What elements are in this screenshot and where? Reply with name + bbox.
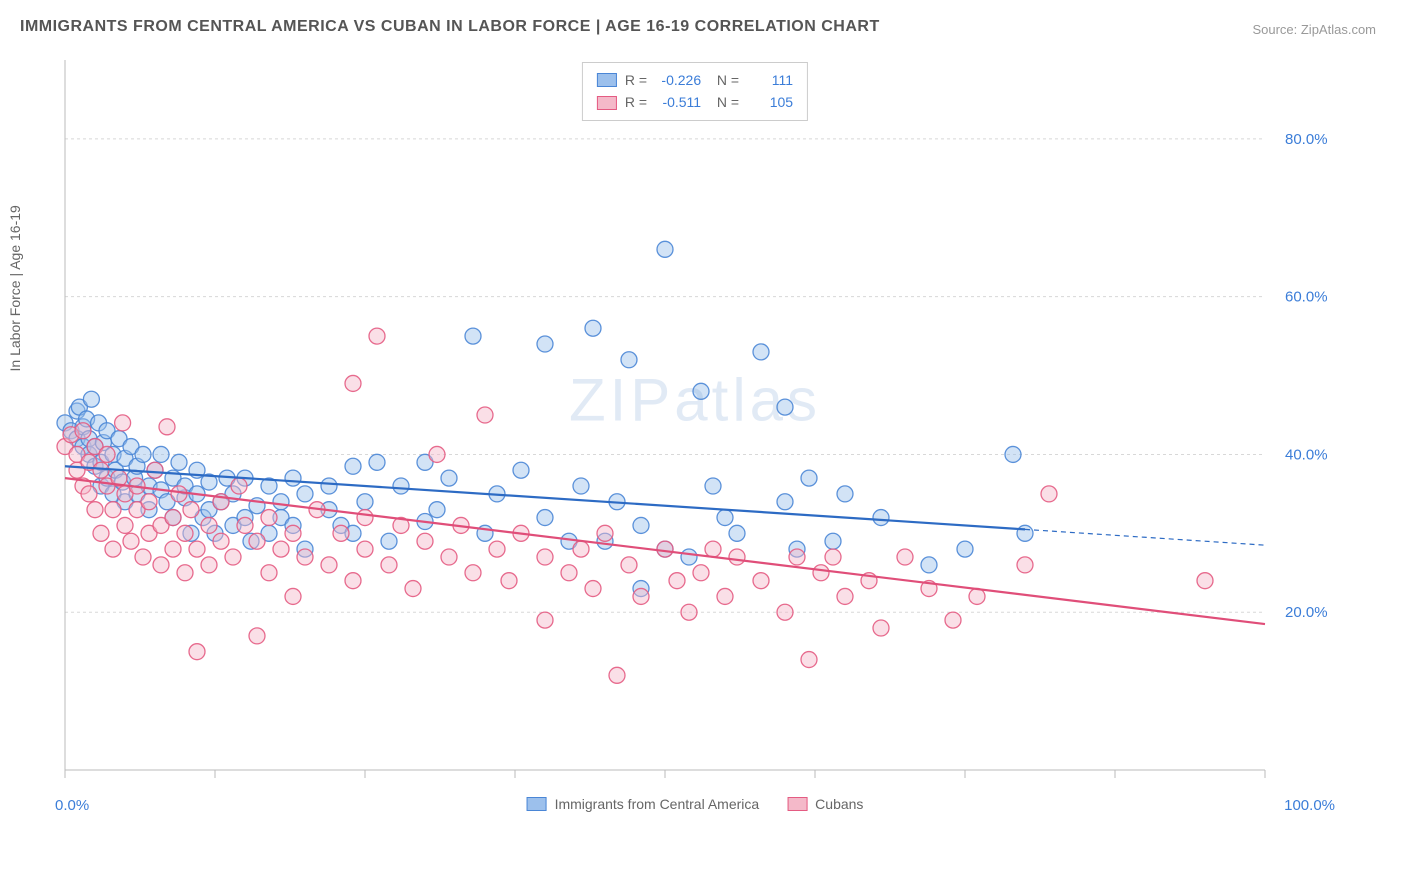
- legend-n-value-a: 111: [747, 69, 793, 91]
- series-legend-item-a: Immigrants from Central America: [527, 796, 760, 812]
- series-swatch-a: [527, 797, 547, 811]
- correlation-legend: R = -0.226 N = 111 R = -0.511 N = 105: [582, 62, 808, 121]
- legend-r-label: R =: [625, 69, 647, 91]
- x-axis-min-label: 0.0%: [55, 797, 89, 814]
- legend-r-label: R =: [625, 91, 647, 113]
- legend-n-value-b: 105: [747, 91, 793, 113]
- chart-area: In Labor Force | Age 16-19 ZIPatlas 20.0…: [55, 50, 1335, 810]
- legend-swatch-a: [597, 73, 617, 87]
- legend-swatch-b: [597, 96, 617, 110]
- y-axis-label: In Labor Force | Age 16-19: [7, 205, 23, 371]
- legend-row-series-a: R = -0.226 N = 111: [597, 69, 793, 91]
- source-attribution: Source: ZipAtlas.com: [1252, 22, 1376, 37]
- series-label-a: Immigrants from Central America: [555, 796, 760, 812]
- x-axis-max-label: 100.0%: [1284, 797, 1335, 814]
- scatter-chart-svg: 20.0% 40.0% 60.0% 80.0%: [55, 50, 1335, 810]
- legend-r-value-a: -0.226: [655, 69, 701, 91]
- legend-row-series-b: R = -0.511 N = 105: [597, 91, 793, 113]
- series-legend-item-b: Cubans: [787, 796, 863, 812]
- legend-r-value-b: -0.511: [655, 91, 701, 113]
- chart-title: IMMIGRANTS FROM CENTRAL AMERICA VS CUBAN…: [20, 18, 880, 36]
- svg-text:80.0%: 80.0%: [1285, 131, 1328, 148]
- svg-text:20.0%: 20.0%: [1285, 604, 1328, 621]
- legend-n-label: N =: [709, 91, 739, 113]
- series-swatch-b: [787, 797, 807, 811]
- legend-n-label: N =: [709, 69, 739, 91]
- series-legend: Immigrants from Central America Cubans: [527, 796, 864, 812]
- svg-text:40.0%: 40.0%: [1285, 446, 1328, 463]
- series-label-b: Cubans: [815, 796, 863, 812]
- svg-text:60.0%: 60.0%: [1285, 289, 1328, 306]
